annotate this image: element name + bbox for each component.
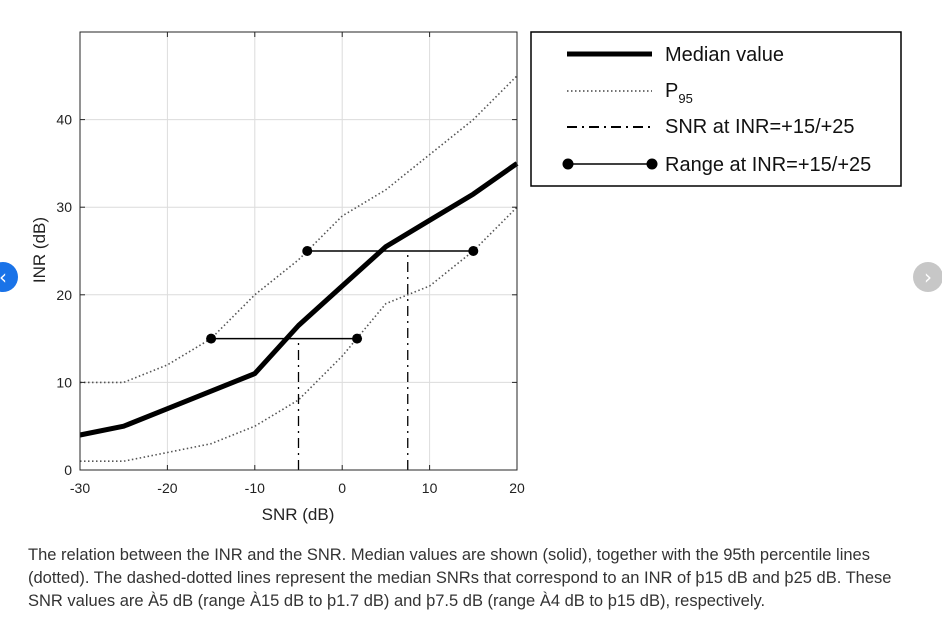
x-axis-label: SNR (dB) (262, 505, 335, 524)
p95-lower-line (80, 206, 518, 463)
axis-ticks: -30 -20 -10 0 10 20 0 10 20 30 40 (56, 32, 525, 496)
legend-range-label: Range at INR=+15/+25 (665, 154, 871, 176)
legend-median-label: Median value (665, 44, 784, 66)
legend-p95-label: P95 (665, 80, 693, 106)
legend-box (530, 31, 902, 187)
legend-range-dot-right (646, 158, 658, 170)
range-dot-start (302, 246, 313, 256)
x-tick-label: -10 (245, 480, 265, 496)
range-dot-end (468, 246, 479, 256)
figure-caption: The relation between the INR and the SNR… (28, 546, 892, 610)
legend-range-dot-left (562, 158, 574, 170)
legend-snr-label: SNR at INR=+15/+25 (665, 116, 855, 138)
range-markers (206, 246, 479, 344)
median-line (79, 161, 519, 438)
y-tick-label: 20 (56, 287, 72, 303)
previous-image-button[interactable]: ‹ (0, 262, 18, 292)
range-dot-end (352, 333, 363, 344)
x-tick-label: 10 (422, 480, 438, 496)
y-tick-label: 0 (64, 462, 72, 478)
x-tick-label: -20 (157, 480, 177, 496)
p95-upper-line (80, 75, 518, 384)
y-axis-label: INR (dB) (30, 217, 49, 283)
next-image-button[interactable]: › (913, 262, 942, 292)
reference-lines (297, 251, 409, 470)
y-tick-label: 30 (56, 199, 72, 215)
legend-p95-main: P (665, 80, 678, 102)
y-tick-label: 10 (56, 374, 72, 390)
x-tick-label: -30 (70, 480, 90, 496)
range-dot-start (206, 333, 217, 344)
x-tick-label: 20 (509, 480, 525, 496)
inr-snr-chart: -30 -20 -10 0 10 20 0 10 20 30 40 SNR (dB) INR (dB… (30, 31, 902, 524)
series-lines (79, 75, 519, 463)
y-tick-label: 40 (56, 112, 72, 128)
legend-p95-subscript: 95 (678, 91, 692, 106)
x-tick-label: 0 (338, 480, 346, 496)
legend: Median value P95 SNR at INR=+15/+25 Rang… (530, 31, 902, 187)
plot-frame (79, 31, 518, 471)
